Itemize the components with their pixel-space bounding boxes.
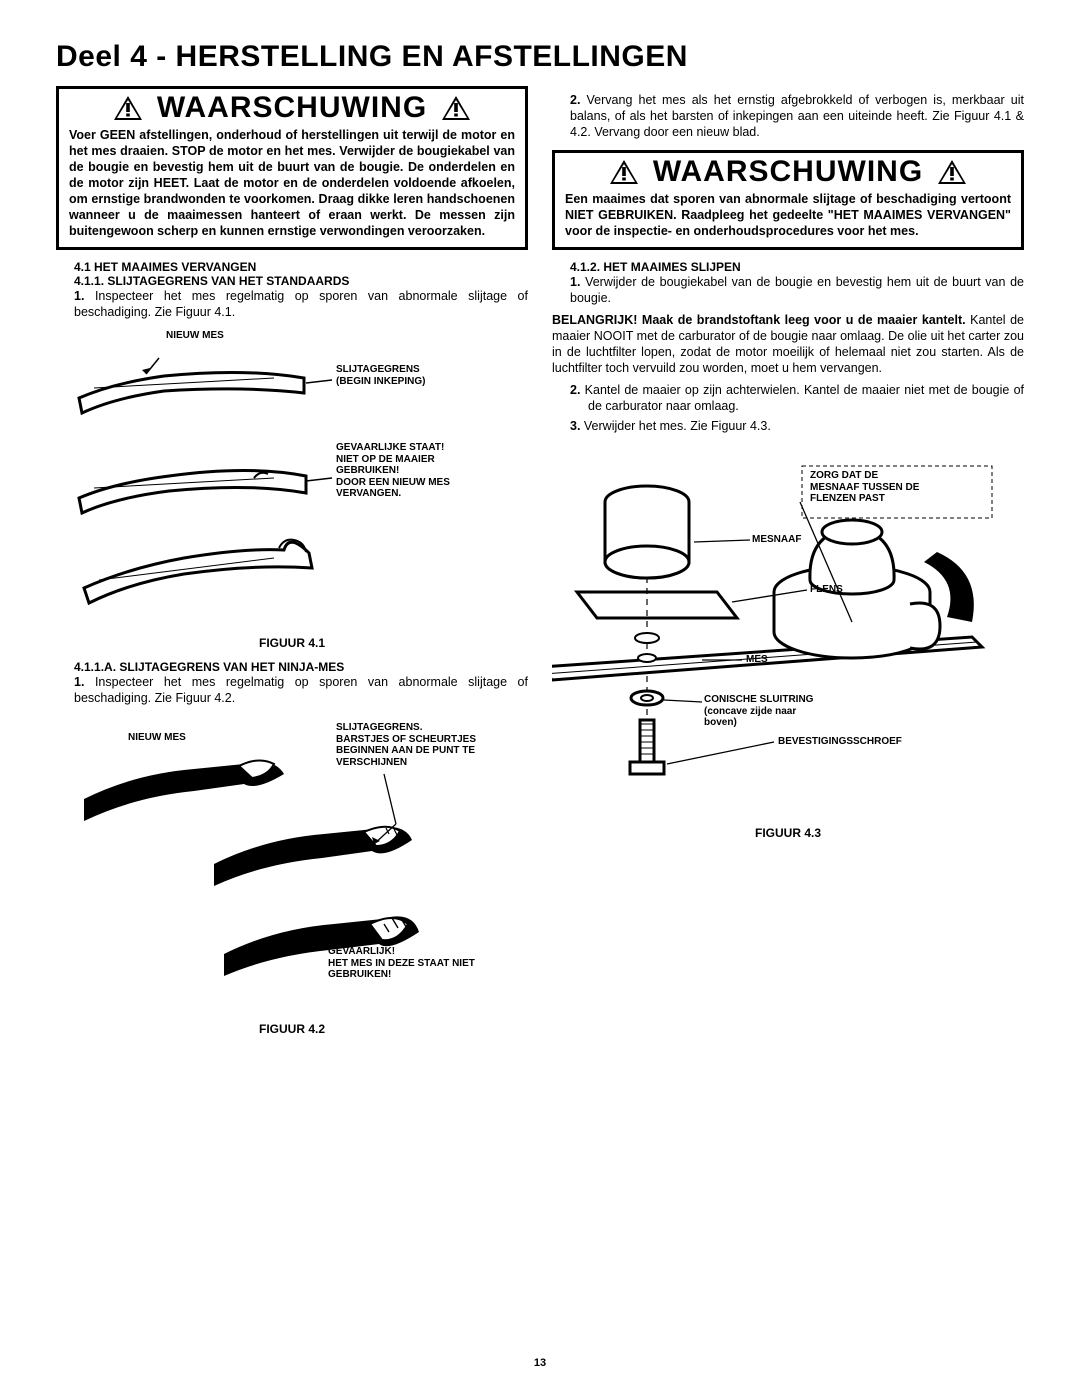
warning-title: WAARSCHUWING xyxy=(653,155,923,189)
fig43-label-zorg: ZORG DAT DE MESNAAF TUSSEN DE FLENZEN PA… xyxy=(810,470,919,505)
page-number: 13 xyxy=(0,1357,1080,1369)
right-top-paragraph: 2. Vervang het mes als het ernstig afgeb… xyxy=(570,92,1024,140)
warning-triangle-icon xyxy=(937,159,967,185)
figure-4-3: ZORG DAT DE MESNAAF TUSSEN DE FLENZEN PA… xyxy=(552,442,1024,822)
fig43-label-conische: CONISCHE SLUITRING (concave zijde naar b… xyxy=(704,694,813,729)
heading-4-1-1-a: 4.1.1.A. SLIJTAGEGRENS VAN HET NINJA-MES xyxy=(74,660,528,674)
fig42-label-slijtagegrens: SLIJTAGEGRENS. BARSTJES OF SCHEURTJES BE… xyxy=(336,722,476,768)
paragraph-4-1-2-1: 1. Verwijder de bougiekabel van de bougi… xyxy=(570,274,1024,306)
warning-header: WAARSCHUWING xyxy=(565,155,1011,189)
warning-header: WAARSCHUWING xyxy=(69,91,515,125)
two-column-layout: WAARSCHUWING Voer GEEN afstellingen, ond… xyxy=(56,86,1024,1046)
heading-4-1: 4.1 HET MAAIMES VERVANGEN xyxy=(74,260,528,274)
fig41-label-nieuw-mes: NIEUW MES xyxy=(166,330,224,342)
fig41-label-danger: GEVAARLIJKE STAAT! NIET OP DE MAAIER GEB… xyxy=(336,442,450,500)
paragraph-4-1-1-a: 1. Inspecteer het mes regelmatig op spor… xyxy=(74,674,528,706)
step-3: 3. Verwijder het mes. Zie Figuur 4.3. xyxy=(588,418,1024,434)
page-title: Deel 4 - HERSTELLING EN AFSTELLINGEN xyxy=(56,40,1024,74)
figure-4-3-caption: FIGUUR 4.3 xyxy=(552,826,1024,840)
fig43-label-mesnaaf: MESNAAF xyxy=(752,534,801,546)
paragraph-4-1-1: 1. Inspecteer het mes regelmatig op spor… xyxy=(74,288,528,320)
warning-triangle-icon xyxy=(441,95,471,121)
warning-triangle-icon xyxy=(113,95,143,121)
fig42-label-danger: GEVAARLIJK! HET MES IN DEZE STAAT NIET G… xyxy=(328,946,475,981)
figure-4-2: NIEUW MES SLIJTAGEGRENS. BARSTJES OF SCH… xyxy=(74,714,528,1014)
step-2: 2. Kantel de maaier op zijn achterwielen… xyxy=(588,382,1024,414)
left-column: WAARSCHUWING Voer GEEN afstellingen, ond… xyxy=(56,86,528,1046)
warning-text-right: Een maaimes dat sporen van abnormale sli… xyxy=(565,191,1011,239)
warning-title: WAARSCHUWING xyxy=(157,91,427,125)
figure-4-1: NIEUW MES SLIJTAGEGRENS (BEGIN INKEPING)… xyxy=(74,328,528,628)
heading-4-1-2: 4.1.2. HET MAAIMES SLIJPEN xyxy=(570,260,1024,274)
fig43-label-mes: MES xyxy=(746,654,768,666)
warning-triangle-icon xyxy=(609,159,639,185)
fig43-label-flens: FLENS xyxy=(810,584,843,596)
right-column: 2. Vervang het mes als het ernstig afgeb… xyxy=(552,86,1024,1046)
heading-4-1-1: 4.1.1. SLIJTAGEGRENS VAN HET STANDAARDS xyxy=(74,274,528,288)
important-paragraph: BELANGRIJK! Maak de brandstoftank leeg v… xyxy=(552,312,1024,376)
fig43-label-schroef: BEVESTIGINGSSCHROEF xyxy=(778,736,902,748)
fig41-label-slijtagegrens: SLIJTAGEGRENS (BEGIN INKEPING) xyxy=(336,364,425,387)
fig42-label-nieuw-mes: NIEUW MES xyxy=(128,732,186,744)
warning-text: Voer GEEN afstellingen, onderhoud of her… xyxy=(69,127,515,239)
figure-4-1-caption: FIGUUR 4.1 xyxy=(56,636,528,650)
warning-box-right: WAARSCHUWING Een maaimes dat sporen van … xyxy=(552,150,1024,250)
figure-4-3-svg xyxy=(552,442,1022,812)
warning-box-left: WAARSCHUWING Voer GEEN afstellingen, ond… xyxy=(56,86,528,250)
figure-4-2-caption: FIGUUR 4.2 xyxy=(56,1022,528,1036)
